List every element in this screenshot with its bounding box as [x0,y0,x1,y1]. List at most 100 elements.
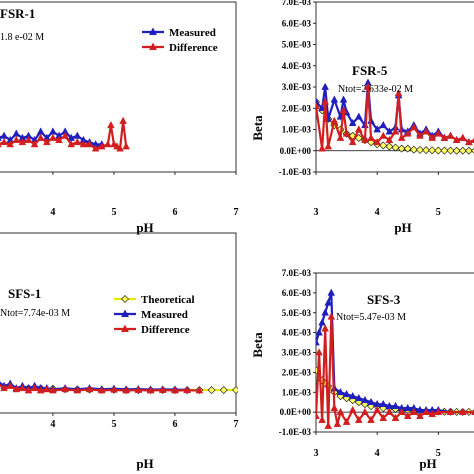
legend-marker [120,309,130,318]
data-point-difference [458,407,467,415]
data-point-difference [428,409,437,417]
x-tick-label: 5 [436,207,441,218]
data-point-difference [324,142,333,150]
data-point-measured [379,399,388,408]
data-point-difference [379,413,388,421]
chart-panel-3: 4 5 6 7 pH SFS-1 Ntot=7.74e-03 M Theoretical Mea… [0,232,239,471]
y-axis-label: Beta [250,115,265,141]
data-point-theoretical [219,386,228,394]
data-point-measured [324,298,333,306]
data-point-difference [195,386,204,394]
chart-panel-4: -1.0E-03 0.0E+00 1.0E-03 2.0E-03 3.0E-03 4.0E… [250,268,474,471]
y-axis-label: Beta [250,332,265,358]
data-point-difference [373,137,381,146]
y-tick-label: 2.0E-03 [282,103,312,113]
panel-annotation: Ntot=2.633e-02 M [338,84,413,95]
data-point-difference [434,407,443,415]
data-point-difference [428,133,437,141]
data-point-difference [316,411,320,419]
data-point-difference [49,386,57,394]
data-point-difference [316,348,323,356]
data-point-difference [367,133,375,141]
legend-label: Difference [169,42,218,54]
data-point-difference [394,89,403,97]
data-point-theoretical [452,146,461,155]
data-point-difference [18,383,27,392]
y-tick-label: 7.0E-03 [282,268,312,278]
y-tick-label: 1.0E-03 [282,387,312,397]
data-point-difference [24,135,33,143]
data-point-difference [403,129,412,137]
data-point-measured [321,82,329,90]
x-tick-label: 6 [172,207,177,218]
data-point-difference [397,407,406,415]
data-point-difference [122,386,130,394]
data-point-difference [354,125,363,133]
data-point-difference [342,129,351,137]
data-point-difference [410,407,418,415]
data-point-difference [342,417,351,425]
data-point-difference [471,137,474,143]
data-point-difference [327,312,336,320]
data-point-difference [61,131,69,139]
data-point-difference [85,140,94,148]
data-point-measured [379,120,388,129]
data-point-difference [440,133,449,141]
data-point-difference [43,137,51,146]
data-point-difference [97,142,106,150]
y-tick-label: 5.0E-03 [282,308,312,318]
data-point-theoretical [446,146,455,155]
panel-annotation: 1.8 e-02 M [0,32,44,43]
data-point-difference [416,131,424,139]
data-point-measured [354,393,363,402]
legend-label: Difference [141,324,190,336]
legend-label: Measured [141,309,188,321]
x-axis-label: pH [419,456,436,471]
data-point-measured [339,95,348,103]
x-axis-label: pH [136,456,153,471]
x-tick-label: 5 [111,419,116,430]
y-tick-label: 4.0E-03 [282,61,312,71]
data-point-measured [342,389,351,398]
y-tick-label: 1.0E-03 [282,125,312,135]
data-point-difference [79,140,88,148]
data-point-measured [348,391,357,400]
panel-annotation: Ntot=5.47e-03 M [336,312,406,323]
data-point-difference [91,144,100,152]
data-point-theoretical [458,146,467,155]
data-point-difference [12,135,21,143]
chart-panel-2: -1.0E-03 0.0E+00 1.0E-03 2.0E-03 3.0E-03 4.0E… [250,0,474,235]
data-point-difference [416,411,424,419]
data-point-theoretical [232,386,238,394]
data-point-difference [354,415,363,423]
data-point-difference [6,140,15,148]
data-point-measured [321,308,329,316]
data-point-difference [333,419,342,427]
data-point-theoretical [471,147,474,154]
panel-label: SFS-3 [367,292,401,307]
series-line-difference [0,383,200,392]
data-point-difference [339,106,348,114]
data-point-difference [97,386,106,394]
plot-frame [0,232,237,414]
data-point-difference [452,135,461,143]
data-point-measured [36,127,45,135]
data-point-measured [361,395,369,404]
y-tick-label: 3.0E-03 [282,82,312,92]
data-point-difference [458,133,467,141]
data-point-difference [465,137,473,146]
data-point-difference [110,385,118,393]
data-point-difference [43,385,51,393]
x-tick-label: 5 [111,207,116,218]
series-line-difference [316,316,474,427]
data-point-difference [361,407,369,415]
data-point-difference [116,144,124,152]
data-point-difference [73,386,82,394]
data-point-difference [36,386,45,394]
data-point-difference [67,140,76,148]
data-point-difference [12,385,21,393]
data-point-measured [316,328,323,336]
y-tick-label: -1.0E-03 [279,427,312,437]
data-point-theoretical [403,144,412,153]
